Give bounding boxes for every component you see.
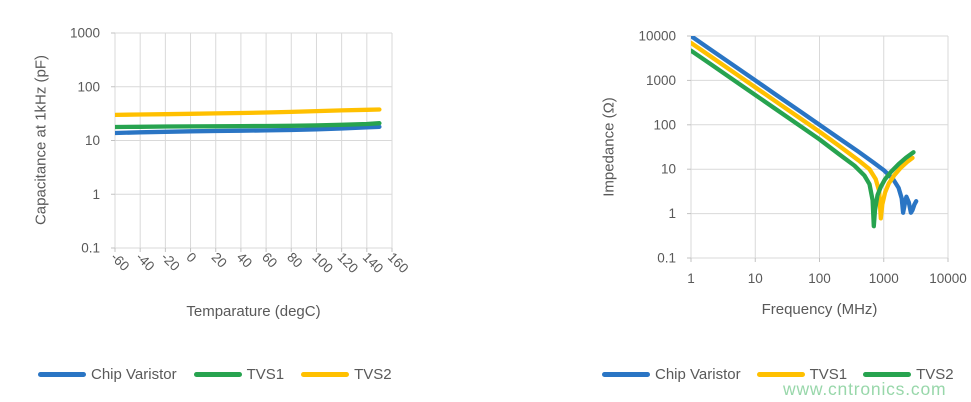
y-axis-title: Impedance (Ω) [600,97,618,197]
series-line-tvs1 [691,40,915,221]
legend-line-swatch [863,372,912,377]
x-axis-title: Temparature (degC) [186,303,321,320]
x-tick-label: 1 [687,271,695,286]
x-tick-label: 40 [234,250,255,271]
x-tick-label: 160 [385,250,412,277]
legend-item: TVS1 [193,366,285,383]
legend-label: TVS2 [916,366,954,383]
y-tick-label: 0.1 [657,251,676,266]
legend-line-swatch [38,372,86,377]
legend-item: TVS1 [756,366,848,383]
y-tick-label: 1 [92,187,100,202]
series-line-tvs2 [115,107,382,118]
x-axis-title: Frequency (MHz) [761,301,878,318]
legend-line-swatch [602,372,650,377]
x-tick-label: 20 [209,250,230,271]
legend-item: Chip Varistor [602,366,741,383]
y-tick-label: 10 [85,133,100,148]
legend-item: TVS2 [863,366,954,383]
y-tick-label: 100 [653,117,676,132]
y-tick-label: 100 [77,79,100,94]
legend-line-swatch [756,372,805,377]
x-tick-label: 100 [808,271,831,286]
series-line-chip-varistor [115,124,382,136]
impedance-plot-area: 0.1 1 10 100 1000 10000 1 10 100 1000 10000 [638,29,967,287]
legend-line-swatch [301,372,350,377]
y-tick-label: 1 [668,206,676,221]
x-tick-label: 60 [259,250,280,271]
legend-item: TVS2 [301,366,392,383]
x-tick-label: -60 [108,250,132,274]
series-line-tvs2 [691,48,916,229]
legend: Chip Varistor TVS1 TVS2 [602,366,954,383]
x-tick-label: 10 [748,271,763,286]
series-line-tvs1 [115,121,382,130]
y-tick-label: 0.1 [81,241,100,256]
legend-label: Chip Varistor [655,366,741,383]
x-tick-label: 80 [284,250,305,271]
legend-label: TVS1 [246,366,285,383]
x-tick-label: 1000 [869,271,899,286]
watermark: www.cntronics.com [783,379,947,399]
x-tick-label: -20 [158,250,182,274]
x-tick-label: 0 [183,250,199,266]
y-tick-label: 10000 [638,29,676,44]
legend-label: TVS2 [354,366,392,383]
y-tick-label: 10 [661,162,676,177]
y-tick-label: 1000 [70,26,100,41]
x-tick-label: 10000 [929,271,967,286]
x-tick-label: 100 [309,250,336,277]
y-axis-title: Capacitance at 1kHz (pF) [32,54,50,226]
legend-label: Chip Varistor [91,366,177,383]
x-tick-label: 140 [360,250,387,277]
legend-item: Chip Varistor [38,366,177,383]
y-tick-label: 1000 [646,73,676,88]
legend-line-swatch [193,372,242,377]
legend: Chip Varistor TVS1 TVS2 [38,366,392,383]
x-tick-label: 120 [335,250,362,277]
capacitance-vs-temperature-chart: 0.1 1 10 100 1000 -60 -40 -20 0 20 40 60 80 100 120 140… [0,0,485,402]
impedance-vs-frequency-chart: 0.1 1 10 100 1000 10000 1 10 100 1000 10000 Impeda… [485,0,971,402]
legend-label: TVS1 [809,366,848,383]
x-tick-label: -40 [133,250,157,274]
